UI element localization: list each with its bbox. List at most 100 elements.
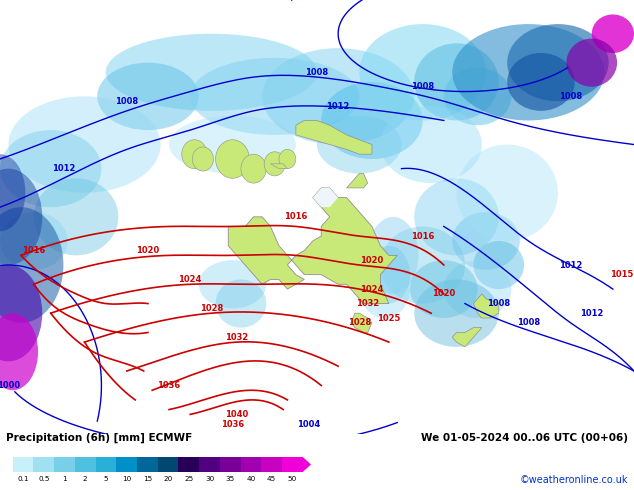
Text: 35: 35: [226, 476, 235, 482]
Bar: [96, 457, 116, 472]
Ellipse shape: [0, 212, 68, 270]
Ellipse shape: [507, 53, 575, 111]
Ellipse shape: [0, 130, 101, 207]
Circle shape: [192, 147, 214, 171]
Text: 1: 1: [62, 476, 67, 482]
Bar: [220, 457, 241, 472]
Bar: [178, 457, 199, 472]
Bar: [261, 457, 282, 472]
Polygon shape: [351, 313, 372, 333]
Ellipse shape: [0, 265, 42, 362]
Text: 1008: 1008: [306, 68, 328, 77]
Ellipse shape: [262, 48, 414, 145]
Circle shape: [264, 152, 285, 176]
Ellipse shape: [414, 44, 499, 121]
Ellipse shape: [106, 34, 317, 111]
Ellipse shape: [198, 260, 266, 308]
Text: 1008: 1008: [115, 97, 138, 106]
Polygon shape: [474, 294, 499, 318]
Text: ©weatheronline.co.uk: ©weatheronline.co.uk: [519, 475, 628, 485]
Ellipse shape: [169, 116, 296, 173]
Text: 1008: 1008: [517, 318, 540, 327]
Circle shape: [279, 149, 296, 169]
Text: 0.1: 0.1: [17, 476, 29, 482]
Circle shape: [182, 140, 207, 169]
Text: 1004: 1004: [297, 419, 320, 429]
Polygon shape: [296, 121, 372, 154]
Ellipse shape: [380, 106, 482, 183]
Text: 1015: 1015: [610, 270, 633, 279]
Text: 1032: 1032: [356, 299, 379, 308]
Ellipse shape: [8, 97, 160, 193]
Text: 2: 2: [83, 476, 87, 482]
Text: 1025: 1025: [377, 314, 401, 322]
Text: 1020: 1020: [432, 290, 455, 298]
Circle shape: [241, 154, 266, 183]
Polygon shape: [347, 173, 368, 188]
Ellipse shape: [414, 279, 499, 347]
Text: 1008: 1008: [487, 299, 510, 308]
Text: 1012: 1012: [327, 101, 350, 111]
Ellipse shape: [452, 24, 604, 121]
Text: 0.5: 0.5: [38, 476, 49, 482]
Text: 10: 10: [122, 476, 131, 482]
Ellipse shape: [359, 260, 410, 318]
Polygon shape: [303, 457, 311, 472]
Text: 1028: 1028: [347, 318, 371, 327]
Ellipse shape: [368, 217, 418, 294]
Text: 1016: 1016: [22, 246, 46, 255]
Text: 1012: 1012: [559, 261, 582, 270]
Ellipse shape: [359, 24, 486, 121]
Text: 1008: 1008: [559, 92, 582, 101]
Text: 1008: 1008: [411, 82, 434, 91]
Text: 1024: 1024: [360, 285, 384, 294]
Text: 1012: 1012: [52, 164, 75, 173]
Polygon shape: [313, 188, 338, 207]
Ellipse shape: [0, 207, 63, 323]
Ellipse shape: [34, 178, 119, 255]
Ellipse shape: [97, 63, 198, 130]
Ellipse shape: [0, 154, 25, 231]
Ellipse shape: [410, 260, 477, 318]
Polygon shape: [452, 328, 482, 347]
Text: 1016: 1016: [284, 212, 307, 221]
Text: 30: 30: [205, 476, 214, 482]
Bar: [282, 457, 303, 472]
Bar: [75, 457, 96, 472]
Bar: [34, 457, 54, 472]
Text: 1032: 1032: [225, 333, 249, 342]
Polygon shape: [271, 164, 287, 169]
Ellipse shape: [414, 178, 499, 255]
Text: 15: 15: [143, 476, 152, 482]
Text: 1028: 1028: [200, 304, 223, 313]
Text: 45: 45: [267, 476, 276, 482]
Bar: [116, 457, 137, 472]
Text: 1036: 1036: [157, 381, 181, 390]
Ellipse shape: [321, 82, 423, 159]
Text: 1020: 1020: [136, 246, 160, 255]
Text: 1000: 1000: [0, 381, 20, 390]
Text: Precipitation (6h) [mm] ECMWF: Precipitation (6h) [mm] ECMWF: [6, 433, 193, 443]
Ellipse shape: [456, 145, 558, 241]
Text: 1012: 1012: [580, 309, 604, 318]
Ellipse shape: [317, 116, 401, 173]
Ellipse shape: [444, 260, 512, 318]
Text: 1024: 1024: [179, 275, 202, 284]
Ellipse shape: [566, 39, 617, 87]
Polygon shape: [228, 188, 398, 304]
Bar: [13, 457, 34, 472]
Text: 1040: 1040: [225, 410, 249, 419]
Ellipse shape: [444, 68, 512, 125]
Bar: [241, 457, 261, 472]
Bar: [137, 457, 158, 472]
Text: 20: 20: [164, 476, 172, 482]
Ellipse shape: [507, 24, 609, 101]
Text: 1020: 1020: [360, 256, 384, 265]
Text: We 01-05-2024 00..06 UTC (00+06): We 01-05-2024 00..06 UTC (00+06): [421, 434, 628, 443]
Text: 50: 50: [288, 476, 297, 482]
Circle shape: [216, 140, 249, 178]
Text: 1036: 1036: [221, 419, 244, 429]
Text: 1016: 1016: [411, 232, 434, 241]
Ellipse shape: [592, 15, 634, 53]
Ellipse shape: [452, 212, 520, 270]
